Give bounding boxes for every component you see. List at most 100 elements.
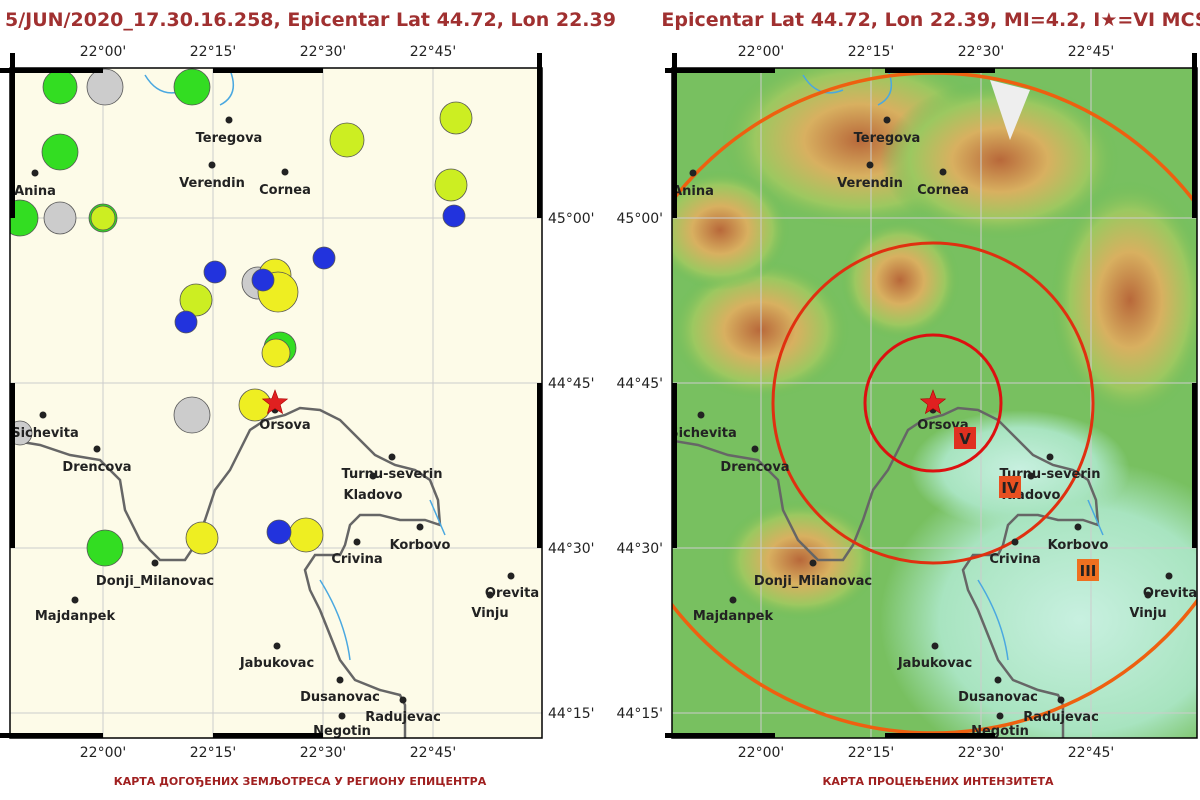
earthquake [434,168,468,202]
city-dot [281,168,289,176]
y-tick-label: 44°30' [617,541,663,557]
city-dot [809,559,817,567]
earthquake [329,122,365,158]
terrain-high [672,170,790,290]
map-area: Teregova Verendin Cornea Anina Sichevita Dren… [669,68,1197,738]
frame-tick [537,53,542,218]
intensity-label: III [1080,562,1097,580]
earthquake [42,69,78,105]
city-dot [39,411,47,419]
city-label: Crivina [989,552,1040,567]
x-tick-label: 22°30' [300,745,346,761]
earthquake [90,205,116,231]
city-label: Cornea [917,183,969,198]
city-label: Vinju [471,606,508,621]
earthquake [266,519,292,545]
x-tick-label: 22°45' [410,44,456,60]
intensity-label: V [959,430,971,448]
x-tick-label: 22°15' [848,745,894,761]
epicenter [261,389,289,415]
city-dot [388,453,396,461]
x-tick-label: 22°15' [848,44,894,60]
city-label: Sichevita [669,426,737,441]
maps: 5/JUN/2020_17.30.16.258, Epicentar Lat 4… [0,9,1200,788]
terrain-high [880,80,1120,240]
x-tick-label: 22°00' [738,745,784,761]
city-label: Dusanovac [300,690,380,705]
stream [144,69,446,661]
earthquake [174,310,198,334]
terrain-high [720,500,880,620]
map-caption: КАРТА ПРОЦЕЊЕНИХ ИНТЕНЗИТЕТА [822,775,1054,788]
river [10,406,442,738]
city-label: Majdanpek [35,609,116,624]
frame-tick [0,68,103,73]
earthquake [288,517,324,553]
frame-tick [665,733,775,738]
city-dot [1165,572,1173,580]
city-dot [273,642,281,650]
intensity-ring [771,241,1095,565]
y-tick-label: 44°15' [548,706,594,722]
city-label: Radujevac [1023,710,1099,725]
city-dot [697,411,705,419]
intensity-box [1077,559,1099,581]
frame-tick [672,53,677,218]
earthquake [43,201,77,235]
city-dot [994,676,1002,684]
city-dot [416,523,424,531]
city-dot [1027,472,1035,480]
map-area: Teregova Verendin Cornea Anina Sichevita Dren… [10,68,542,738]
frame-tick [885,68,995,73]
x-tick-label: 22°30' [958,745,1004,761]
x-tick-label: 22°30' [958,44,1004,60]
frame-tick [10,383,15,548]
frame-tick [1192,53,1197,218]
earthquake [86,529,124,567]
x-tick-label: 22°15' [190,44,236,60]
city-label: Turnu-severin [342,467,443,482]
city-dot [338,712,346,720]
city-dot [939,168,947,176]
city-dot [369,472,377,480]
earthquake [251,268,275,292]
earthquake [10,199,39,237]
city-label: Drencova [62,460,131,475]
x-tick-label: 22°30' [300,44,346,60]
city-dot [883,116,891,124]
city-label: Donji_Milanovac [96,574,214,589]
city-dot [1144,591,1152,599]
city-dot [689,169,697,177]
terrain-high [840,220,960,340]
x-tick-label: 22°45' [1068,44,1114,60]
city-dot [1011,538,1019,546]
y-tick-label: 45°00' [548,211,594,227]
earthquake [442,204,466,228]
earthquake [41,133,79,171]
city-label: Sichevita [11,426,79,441]
map-panel: Epicentar Lat 44.72, Lon 22.39, MI=4.2, … [617,9,1200,788]
city-label: Anina [14,184,56,199]
city-dot [225,116,233,124]
frame-tick [672,383,677,548]
city-dot [751,445,759,453]
y-tick-label: 44°45' [617,376,663,392]
river [672,406,1100,738]
city-dot [93,445,101,453]
y-tick-label: 44°30' [548,541,594,557]
city-dot [866,161,874,169]
city-dot [399,696,407,704]
earthquake [238,388,272,422]
city-dot [1057,696,1065,704]
city-dot [729,596,737,604]
earthquake [86,68,124,106]
terrain-low [880,460,1197,738]
city-dot [486,591,494,599]
earthquake [10,420,33,446]
city-dot [996,712,1004,720]
city-label: Drencova [720,460,789,475]
frame-tick [0,733,103,738]
intensity-box [954,427,976,449]
city-label: Korbovo [1048,538,1109,553]
city-label: Donji_Milanovac [754,574,872,589]
